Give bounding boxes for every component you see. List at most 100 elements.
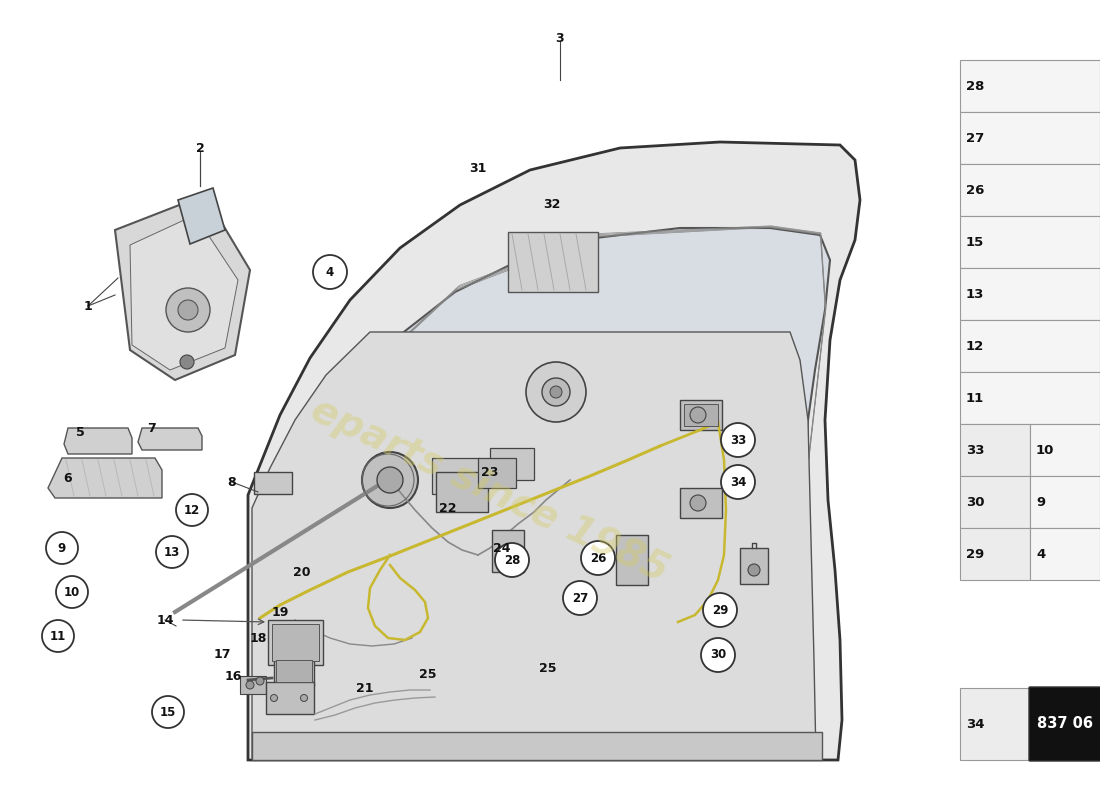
Circle shape — [690, 407, 706, 423]
Circle shape — [156, 536, 188, 568]
Text: 4: 4 — [1036, 547, 1045, 561]
Text: 34: 34 — [966, 718, 984, 730]
Circle shape — [314, 255, 346, 289]
Circle shape — [178, 300, 198, 320]
Circle shape — [581, 541, 615, 575]
Text: 26: 26 — [590, 551, 606, 565]
Text: 18: 18 — [250, 631, 266, 645]
Text: 1: 1 — [84, 299, 92, 313]
Circle shape — [256, 677, 264, 685]
Text: 30: 30 — [710, 649, 726, 662]
Text: 31: 31 — [470, 162, 486, 174]
Text: 29: 29 — [712, 603, 728, 617]
Circle shape — [720, 423, 755, 457]
Polygon shape — [130, 215, 238, 370]
Text: 16: 16 — [224, 670, 242, 682]
Text: 27: 27 — [572, 591, 588, 605]
Circle shape — [166, 288, 210, 332]
FancyBboxPatch shape — [1028, 687, 1100, 761]
Bar — [960, 60, 1100, 112]
Text: 19: 19 — [272, 606, 288, 618]
Text: 14: 14 — [156, 614, 174, 626]
Polygon shape — [252, 332, 816, 758]
Text: 10: 10 — [64, 586, 80, 598]
Bar — [1030, 476, 1100, 528]
Text: 3: 3 — [556, 31, 564, 45]
Circle shape — [720, 465, 755, 499]
Bar — [616, 535, 648, 585]
Text: 33: 33 — [730, 434, 746, 446]
Bar — [272, 624, 319, 661]
Text: 33: 33 — [966, 443, 984, 457]
Text: 9: 9 — [58, 542, 66, 554]
Circle shape — [703, 593, 737, 627]
Circle shape — [542, 378, 570, 406]
Bar — [240, 676, 266, 694]
Text: 15: 15 — [966, 235, 984, 249]
Bar — [478, 458, 516, 488]
Circle shape — [246, 681, 254, 689]
Bar — [254, 472, 292, 494]
Text: 11: 11 — [966, 391, 984, 405]
Bar — [960, 424, 1030, 476]
Text: 23: 23 — [482, 466, 498, 478]
Bar — [960, 320, 1100, 372]
Bar — [680, 488, 722, 518]
Circle shape — [690, 495, 706, 511]
Text: 8: 8 — [228, 475, 236, 489]
Text: 6: 6 — [64, 471, 73, 485]
Text: 28: 28 — [504, 554, 520, 566]
Bar — [436, 472, 488, 512]
Polygon shape — [116, 195, 250, 380]
Circle shape — [495, 543, 529, 577]
Text: ces: ces — [620, 153, 840, 267]
Circle shape — [362, 452, 418, 508]
Circle shape — [550, 386, 562, 398]
Text: 9: 9 — [1036, 495, 1045, 509]
Circle shape — [526, 362, 586, 422]
Polygon shape — [64, 428, 132, 454]
Text: 12: 12 — [966, 339, 984, 353]
Text: 12: 12 — [184, 503, 200, 517]
Circle shape — [152, 696, 184, 728]
Text: 17: 17 — [213, 649, 231, 662]
Bar — [266, 682, 314, 714]
Bar — [492, 530, 524, 572]
Bar — [960, 216, 1100, 268]
Bar — [960, 268, 1100, 320]
Bar — [680, 400, 722, 430]
Text: 10: 10 — [1036, 443, 1055, 457]
Text: 11: 11 — [50, 630, 66, 642]
Circle shape — [56, 576, 88, 608]
Text: 20: 20 — [294, 566, 310, 578]
Bar — [268, 620, 323, 665]
Bar — [740, 548, 768, 584]
Bar — [508, 232, 598, 292]
Text: 32: 32 — [543, 198, 561, 210]
Text: 13: 13 — [966, 287, 984, 301]
Bar — [432, 458, 480, 494]
Bar — [960, 528, 1030, 580]
Circle shape — [563, 581, 597, 615]
Bar — [490, 448, 534, 480]
Bar — [960, 476, 1030, 528]
Text: 13: 13 — [164, 546, 180, 558]
Circle shape — [701, 638, 735, 672]
Polygon shape — [178, 188, 226, 244]
Circle shape — [46, 532, 78, 564]
Text: 837 06: 837 06 — [1037, 717, 1093, 731]
Polygon shape — [280, 228, 830, 490]
Text: 26: 26 — [966, 183, 984, 197]
Bar — [960, 688, 1030, 760]
Bar — [960, 372, 1100, 424]
Text: 29: 29 — [966, 547, 984, 561]
Polygon shape — [138, 428, 202, 450]
Text: 5: 5 — [76, 426, 85, 438]
Text: 22: 22 — [439, 502, 456, 514]
Bar — [276, 660, 312, 682]
Text: 24: 24 — [493, 542, 510, 554]
Polygon shape — [248, 142, 860, 760]
Circle shape — [176, 494, 208, 526]
Text: 25: 25 — [419, 667, 437, 681]
Text: 28: 28 — [966, 79, 984, 93]
